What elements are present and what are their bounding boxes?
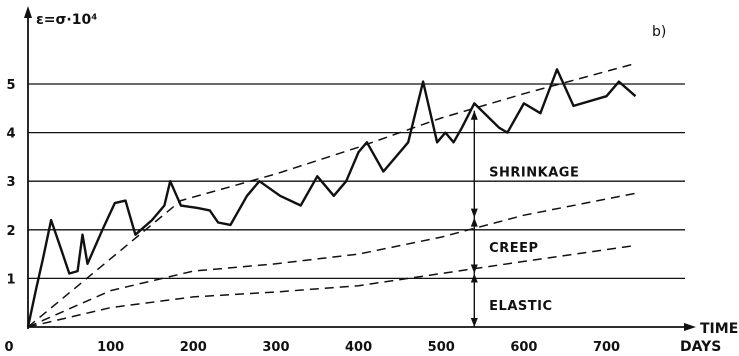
bracket-arrow-bottom-0 <box>470 208 478 218</box>
x-axis-arrow <box>684 323 696 331</box>
dashed-curve-3 <box>27 244 636 328</box>
y-axis-title: ε=σ·10⁴ <box>36 12 97 28</box>
annotations: SHRINKAGE CREEP ELASTIC <box>489 165 579 314</box>
x-tick-label: 300 <box>262 340 289 355</box>
solid-curve-0 <box>26 68 637 328</box>
bracket-arrow-top-1 <box>470 217 478 227</box>
component-brackets <box>470 110 478 327</box>
dashed-curve-1 <box>27 63 632 328</box>
bracket-arrow-top-2 <box>470 273 478 283</box>
measured-strain-series <box>26 68 637 328</box>
x-tick-label: 600 <box>510 340 537 355</box>
x-axis-unit: DAYS <box>680 339 721 355</box>
bracket-arrow-bottom-2 <box>470 318 478 327</box>
bracket-arrow-top-0 <box>470 110 478 120</box>
annotation-shrinkage: SHRINKAGE <box>489 165 579 180</box>
y-tick-label: 4 <box>6 127 15 142</box>
bracket-arrow-bottom-1 <box>470 264 478 274</box>
x-tick-label: 700 <box>593 340 620 355</box>
dashed-curve-2 <box>27 192 636 328</box>
grid-lines <box>28 83 685 280</box>
x-tick-label: 0 <box>4 340 13 355</box>
dashed-curves <box>27 63 636 328</box>
tick-labels: 1 2 3 4 5 0 100 200 300 400 500 600 700 <box>4 78 620 355</box>
y-axis-arrow <box>24 6 32 18</box>
x-axis-title: TIME <box>700 321 738 337</box>
annotation-elastic: ELASTIC <box>489 299 552 314</box>
x-tick-label: 400 <box>345 340 372 355</box>
x-tick-label: 100 <box>97 340 124 355</box>
x-tick-label: 200 <box>180 340 207 355</box>
x-tick-label: 500 <box>428 340 455 355</box>
y-tick-label: 1 <box>6 272 15 287</box>
y-tick-label: 5 <box>6 78 15 93</box>
y-tick-label: 3 <box>6 175 15 190</box>
annotation-creep: CREEP <box>489 241 538 256</box>
panel-label: b) <box>652 24 666 40</box>
y-tick-label: 2 <box>6 224 15 239</box>
axes <box>24 6 696 331</box>
